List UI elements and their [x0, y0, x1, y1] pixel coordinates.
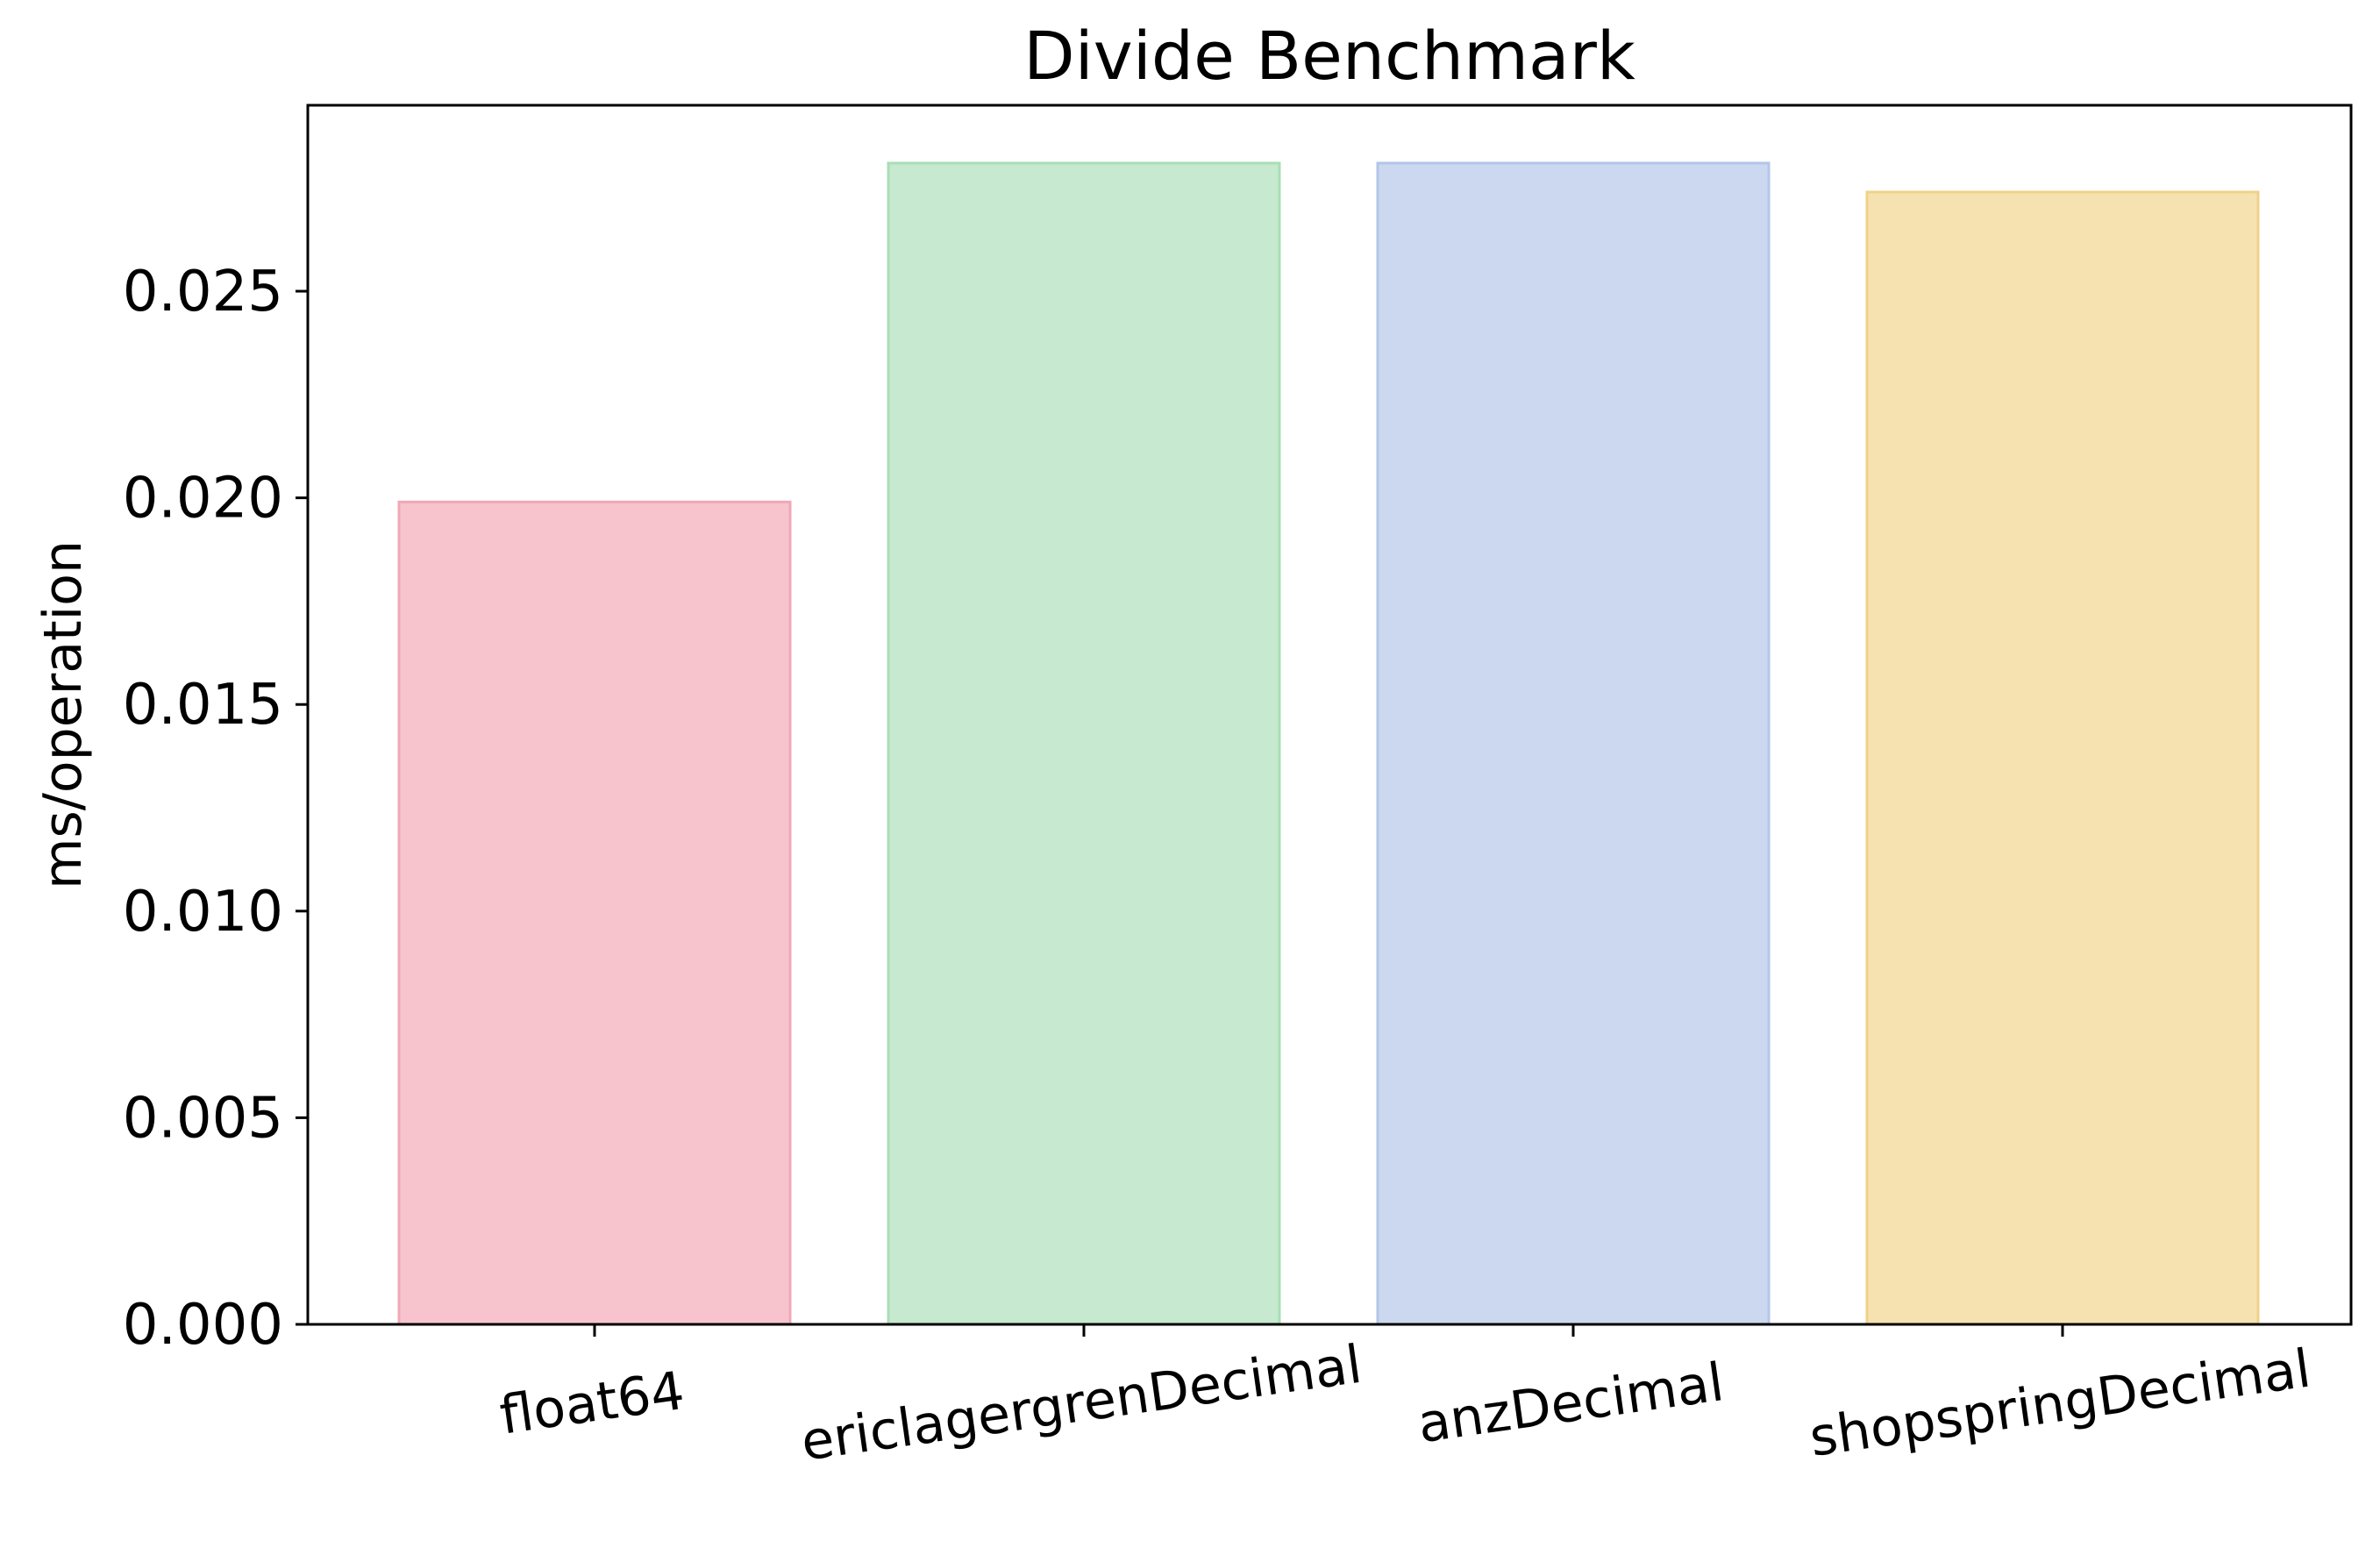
bar-shopspringDecimal — [1865, 190, 2260, 1326]
plot-frame — [306, 103, 2353, 1326]
y-tick-label: 0.010 — [123, 880, 283, 945]
bar-anzDecimal — [1376, 161, 1771, 1326]
chart-title: Divide Benchmark — [1023, 17, 1635, 95]
y-axis: 0.000 0.005 0.010 0.015 0.020 0.025 — [123, 260, 308, 1358]
bars-layer — [397, 161, 2260, 1326]
bar-float64 — [397, 500, 792, 1326]
x-tick-label: anzDecimal — [1414, 1352, 1728, 1455]
y-tick-label: 0.020 — [123, 467, 283, 531]
y-tick-label: 0.000 — [123, 1293, 283, 1358]
y-tick-label: 0.005 — [123, 1086, 283, 1151]
y-tick-label: 0.025 — [123, 260, 283, 325]
y-tick-label: 0.015 — [123, 673, 283, 738]
x-tick-label: ericlagergrenDecimal — [797, 1334, 1365, 1473]
x-tick-label: shopspringDecimal — [1806, 1338, 2314, 1468]
x-axis: float64 ericlagergrenDecimal anzDecimal sho… — [496, 1324, 2314, 1473]
y-axis-label: ms/operation — [32, 540, 94, 889]
bar-ericlagergrenDecimal — [887, 161, 1281, 1326]
x-tick-label: float64 — [496, 1360, 688, 1447]
